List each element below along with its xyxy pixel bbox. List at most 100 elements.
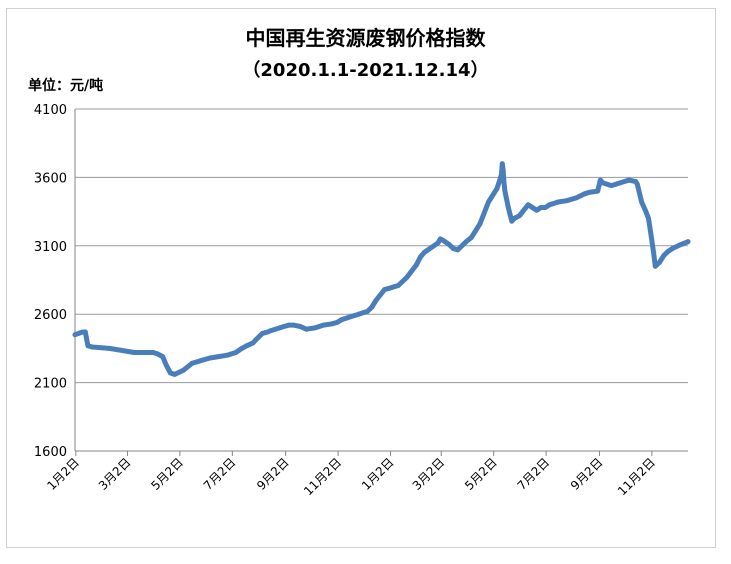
- data-point: [387, 285, 393, 291]
- y-tick-label: 1600: [34, 445, 67, 460]
- data-point: [643, 209, 649, 215]
- data-point: [477, 221, 483, 227]
- data-point: [646, 216, 651, 221]
- data-point: [163, 362, 169, 368]
- x-tick-label: 9月2日: [568, 455, 606, 493]
- data-point: [239, 346, 245, 351]
- data-point: [421, 250, 427, 256]
- data-point: [233, 350, 239, 355]
- data-point: [582, 191, 588, 197]
- data-point: [107, 346, 112, 351]
- data-point: [360, 310, 366, 316]
- data-point: [652, 263, 658, 269]
- data-point: [277, 325, 282, 331]
- data-point: [499, 172, 504, 178]
- data-point: [321, 322, 326, 328]
- data-point: [500, 168, 506, 174]
- data-point: [244, 343, 250, 349]
- data-point: [131, 350, 137, 355]
- data-point: [150, 350, 156, 355]
- series-line: [72, 161, 691, 377]
- data-point: [517, 213, 522, 219]
- data-point: [651, 250, 656, 256]
- data-point: [450, 246, 456, 251]
- data-point: [395, 283, 401, 288]
- data-point: [155, 351, 160, 357]
- data-point: [347, 314, 353, 320]
- data-point: [334, 320, 340, 325]
- data-point: [198, 358, 203, 364]
- data-point: [369, 305, 374, 310]
- x-tick-label: 1月2日: [44, 455, 82, 493]
- data-point: [502, 188, 508, 194]
- data-point: [339, 317, 344, 323]
- data-point: [468, 235, 474, 241]
- x-tick-label: 9月2日: [254, 455, 292, 493]
- data-point: [364, 309, 370, 314]
- data-point: [455, 247, 460, 253]
- data-point: [391, 284, 397, 290]
- data-point: [501, 180, 507, 186]
- data-point: [626, 177, 632, 183]
- data-point: [281, 324, 287, 329]
- data-point: [297, 324, 303, 329]
- data-point: [595, 188, 601, 194]
- x-tick-label: 5月2日: [148, 455, 186, 493]
- data-point: [303, 326, 309, 332]
- data-point: [85, 343, 91, 349]
- data-point: [189, 361, 195, 366]
- data-point: [253, 337, 258, 343]
- data-point: [609, 183, 614, 189]
- data-point: [665, 248, 671, 254]
- data-point: [564, 198, 570, 204]
- data-point: [573, 195, 579, 201]
- chart-title: 中国再生资源废钢价格指数: [245, 26, 486, 50]
- data-point: [586, 190, 592, 195]
- data-point: [657, 259, 662, 265]
- data-point: [639, 199, 644, 205]
- x-tick-label: 7月2日: [201, 455, 239, 493]
- data-point: [685, 239, 691, 245]
- data-point: [260, 331, 265, 336]
- y-tick-label: 4100: [34, 103, 67, 118]
- x-tick-label: 11月2日: [301, 455, 344, 498]
- data-point: [172, 372, 178, 377]
- data-point: [547, 202, 552, 208]
- data-point: [505, 205, 511, 210]
- data-point: [180, 367, 186, 373]
- data-point: [291, 322, 296, 328]
- data-point: [168, 370, 173, 376]
- data-point: [312, 325, 318, 331]
- data-point: [160, 354, 166, 359]
- data-point: [435, 240, 441, 246]
- data-point: [446, 242, 452, 247]
- axes: [74, 109, 688, 452]
- data-point: [486, 199, 491, 205]
- data-point: [329, 321, 335, 327]
- y-tick-label: 2100: [34, 377, 67, 392]
- data-point: [525, 202, 531, 208]
- data-point: [511, 216, 517, 221]
- data-point: [286, 322, 292, 328]
- data-point: [661, 253, 667, 258]
- data-point: [600, 180, 606, 186]
- data-point: [356, 311, 362, 317]
- data-point: [521, 207, 527, 213]
- data-point: [382, 287, 387, 292]
- data-point: [670, 246, 675, 251]
- x-tick-label: 3月2日: [410, 455, 448, 493]
- data-point: [534, 207, 540, 213]
- y-tick-label: 2600: [34, 308, 67, 323]
- x-tick-label: 5月2日: [462, 455, 500, 493]
- data-point: [494, 185, 500, 191]
- data-point: [617, 180, 623, 186]
- series-group: [72, 161, 691, 377]
- data-point: [555, 199, 561, 205]
- x-tick-label: 11月2日: [615, 455, 658, 498]
- chart-frame: [6, 8, 716, 548]
- data-point: [678, 242, 684, 247]
- data-point: [440, 237, 446, 243]
- data-point: [82, 329, 88, 335]
- y-axis-ticks: 1600 2100 2600 3100 3600 4100: [34, 103, 67, 460]
- data-point: [89, 344, 95, 350]
